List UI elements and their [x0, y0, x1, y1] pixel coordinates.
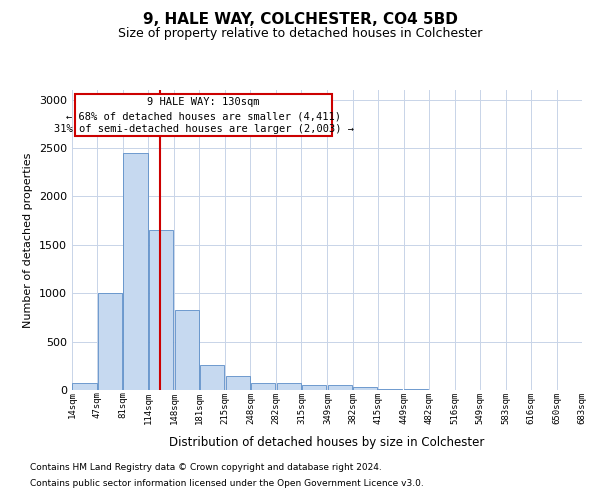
Bar — [353, 386, 377, 390]
Bar — [98, 293, 122, 390]
Bar — [124, 153, 148, 390]
FancyBboxPatch shape — [75, 94, 332, 136]
Text: 9 HALE WAY: 130sqm: 9 HALE WAY: 130sqm — [147, 96, 260, 106]
Bar — [149, 230, 173, 390]
Bar — [73, 382, 97, 390]
Text: 9, HALE WAY, COLCHESTER, CO4 5BD: 9, HALE WAY, COLCHESTER, CO4 5BD — [143, 12, 457, 28]
Text: Contains HM Land Registry data © Crown copyright and database right 2024.: Contains HM Land Registry data © Crown c… — [30, 464, 382, 472]
Text: Size of property relative to detached houses in Colchester: Size of property relative to detached ho… — [118, 28, 482, 40]
Bar — [328, 385, 352, 390]
Bar — [251, 382, 275, 390]
Text: Contains public sector information licensed under the Open Government Licence v3: Contains public sector information licen… — [30, 478, 424, 488]
Bar — [175, 310, 199, 390]
Bar — [277, 382, 301, 390]
Y-axis label: Number of detached properties: Number of detached properties — [23, 152, 34, 328]
Bar — [226, 376, 250, 390]
Text: Distribution of detached houses by size in Colchester: Distribution of detached houses by size … — [169, 436, 485, 449]
Bar — [200, 366, 224, 390]
Text: 31% of semi-detached houses are larger (2,003) →: 31% of semi-detached houses are larger (… — [53, 124, 353, 134]
Text: ← 68% of detached houses are smaller (4,411): ← 68% of detached houses are smaller (4,… — [66, 111, 341, 121]
Bar — [378, 389, 403, 390]
Bar — [404, 389, 428, 390]
Bar — [302, 385, 326, 390]
